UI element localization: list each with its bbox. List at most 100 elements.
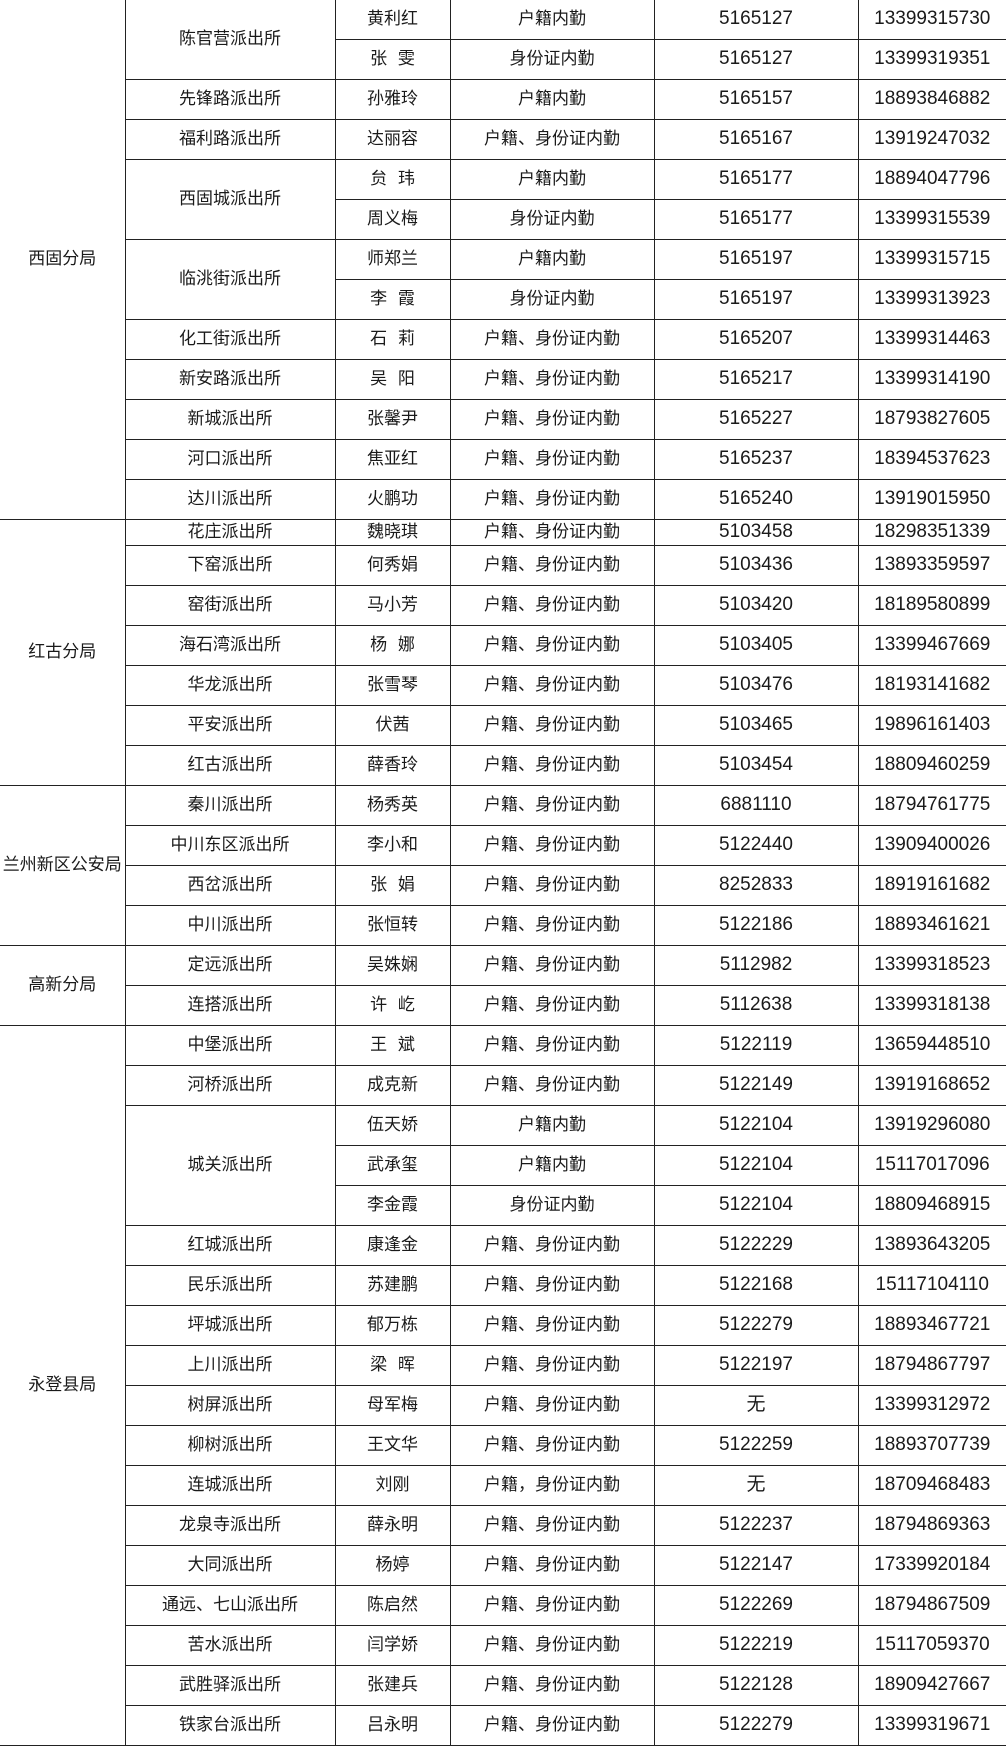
duty: 户籍、身份证内勤 [450, 1305, 655, 1346]
duty: 户籍，身份证内勤 [450, 1465, 655, 1506]
duty: 户籍内勤 [450, 159, 655, 200]
office-phone: 5165197 [654, 239, 859, 280]
staff-name: 周义梅 [335, 199, 451, 240]
table-row: 城关派出所 伍天娇 户籍内勤 5122104 13919296080 [0, 1105, 1006, 1226]
table-row: 上川派出所梁 晖户籍、身份证内勤 5122197 18794867797 [0, 1345, 1006, 1386]
staff-name: 杨秀英 [335, 785, 451, 826]
station-name: 海石湾派出所 [125, 625, 336, 666]
station-name: 中川派出所 [125, 905, 336, 946]
office-phone: 5165217 [654, 359, 859, 400]
table-row: 新安路派出所吴 阳户籍、身份证内勤 5165217 13399314190 [0, 359, 1006, 400]
office-phone: 5122279 [654, 1705, 859, 1746]
station-name: 临洮街派出所 [125, 239, 336, 320]
duty: 户籍、身份证内勤 [450, 1265, 655, 1306]
office-phone: 5165177 [654, 159, 859, 200]
staff-name: 孙雅玲 [335, 79, 451, 120]
table-row: 河桥派出所 成克新 户籍、身份证内勤 5122149 13919168652 [0, 1065, 1006, 1106]
staff-name: 吕永明 [335, 1705, 451, 1746]
duty: 户籍、身份证内勤 [450, 825, 655, 866]
table-row: 海石湾派出所杨 娜户籍、身份证内勤 5103405 13399467669 [0, 625, 1006, 666]
mobile-phone: 18298351339 [858, 519, 1006, 546]
mobile-phone: 15117017096 [858, 1145, 1006, 1186]
staff-name: 火鹏功 [335, 479, 451, 520]
office-phone: 6881110 [654, 785, 859, 826]
staff-name: 苏建鹏 [335, 1265, 451, 1306]
staff-name: 吴姝娴 [335, 945, 451, 986]
table-row: 苦水派出所 闫学娇 户籍、身份证内勤 5122219 15117059370 [0, 1625, 1006, 1666]
duty: 户籍、身份证内勤 [450, 785, 655, 826]
office-phone: 5103454 [654, 745, 859, 786]
staff-name: 薛香玲 [335, 745, 451, 786]
table-row: 武承玺 户籍内勤 5122104 15117017096 [0, 1145, 1006, 1186]
staff-name: 伍天娇 [335, 1105, 451, 1146]
office-phone: 5165227 [654, 399, 859, 440]
station-name: 河桥派出所 [125, 1065, 336, 1106]
duty: 户籍、身份证内勤 [450, 745, 655, 786]
staff-name: 张恒转 [335, 905, 451, 946]
bureau-name: 西固分局 [0, 0, 126, 520]
table-row: 连搭派出所许 屹户籍、身份证内勤 5112638 13399318138 [0, 985, 1006, 1026]
staff-name: 杨 娜 [335, 625, 451, 666]
mobile-phone: 13399315730 [858, 0, 1006, 40]
duty: 户籍、身份证内勤 [450, 1225, 655, 1266]
table-row: 坪城派出所 郁万栋 户籍、身份证内勤 5122279 18893467721 [0, 1305, 1006, 1346]
table-row: 化工街派出所石 莉户籍、身份证内勤 5165207 13399314463 [0, 319, 1006, 360]
staff-name: 李小和 [335, 825, 451, 866]
station-name: 陈官营派出所 [125, 0, 336, 80]
mobile-phone: 13893643205 [858, 1225, 1006, 1266]
mobile-phone: 18909427667 [858, 1665, 1006, 1706]
table-row: 通远、七山派出所 陈启然 户籍、身份证内勤 5122269 18794867509 [0, 1585, 1006, 1626]
station-name: 西岔派出所 [125, 865, 336, 906]
station-name: 坪城派出所 [125, 1305, 336, 1346]
table-row: 连城派出所 刘刚 户籍，身份证内勤无 18709468483 [0, 1465, 1006, 1506]
office-phone: 5122197 [654, 1345, 859, 1386]
station-name: 定远派出所 [125, 945, 336, 986]
table-row: 周义梅 身份证内勤 5165177 13399315539 [0, 199, 1006, 240]
station-name: 铁家台派出所 [125, 1705, 336, 1746]
table-row: 李金霞 身份证内勤 5122104 18809468915 [0, 1185, 1006, 1226]
table-row: 临洮街派出所 师郑兰 户籍内勤 5165197 13399315715 [0, 239, 1006, 320]
duty: 户籍内勤 [450, 1145, 655, 1186]
mobile-phone: 13399315539 [858, 199, 1006, 240]
staff-name: 张 娟 [335, 865, 451, 906]
mobile-phone: 18394537623 [858, 439, 1006, 480]
table-row: 武胜驿派出所 张建兵 户籍、身份证内勤 5122128 18909427667 [0, 1665, 1006, 1706]
office-phone: 无 [654, 1465, 859, 1506]
duty: 户籍、身份证内勤 [450, 1025, 655, 1066]
office-phone: 5165240 [654, 479, 859, 520]
staff-name: 魏晓琪 [335, 519, 451, 546]
duty: 户籍、身份证内勤 [450, 1665, 655, 1706]
duty: 户籍内勤 [450, 79, 655, 120]
staff-name: 成克新 [335, 1065, 451, 1106]
mobile-phone: 15117104110 [858, 1265, 1006, 1306]
staff-name: 何秀娟 [335, 545, 451, 586]
station-name: 中堡派出所 [125, 1025, 336, 1066]
station-name: 大同派出所 [125, 1545, 336, 1586]
mobile-phone: 18893846882 [858, 79, 1006, 120]
station-name: 华龙派出所 [125, 665, 336, 706]
office-phone: 5122119 [654, 1025, 859, 1066]
staff-name: 康逢金 [335, 1225, 451, 1266]
table-row: 红古分局 花庄派出所 魏晓琪 户籍、身份证内勤 5103458 18298351339 [0, 519, 1006, 786]
station-name: 城关派出所 [125, 1105, 336, 1226]
duty: 户籍、身份证内勤 [450, 625, 655, 666]
staff-name: 王文华 [335, 1425, 451, 1466]
station-name: 窑街派出所 [125, 585, 336, 626]
mobile-phone: 18794761775 [858, 785, 1006, 826]
mobile-phone: 13399315715 [858, 239, 1006, 280]
table-row: 新城派出所 张馨尹 户籍、身份证内勤 5165227 18793827605 [0, 399, 1006, 440]
staff-name: 张建兵 [335, 1665, 451, 1706]
duty: 身份证内勤 [450, 199, 655, 240]
table-row: 窑街派出所 马小芳 户籍、身份证内勤 5103420 18189580899 [0, 585, 1006, 626]
staff-name: 梁 晖 [335, 1345, 451, 1386]
station-name: 通远、七山派出所 [125, 1585, 336, 1626]
staff-name: 张雪琴 [335, 665, 451, 706]
station-name: 红城派出所 [125, 1225, 336, 1266]
table-row: 红城派出所 康逢金 户籍、身份证内勤 5122229 13893643205 [0, 1225, 1006, 1266]
office-phone: 5165197 [654, 279, 859, 320]
station-name: 下窑派出所 [125, 545, 336, 586]
station-name: 上川派出所 [125, 1345, 336, 1386]
office-phone: 5165127 [654, 39, 859, 80]
office-phone: 5122104 [654, 1185, 859, 1226]
mobile-phone: 18189580899 [858, 585, 1006, 626]
